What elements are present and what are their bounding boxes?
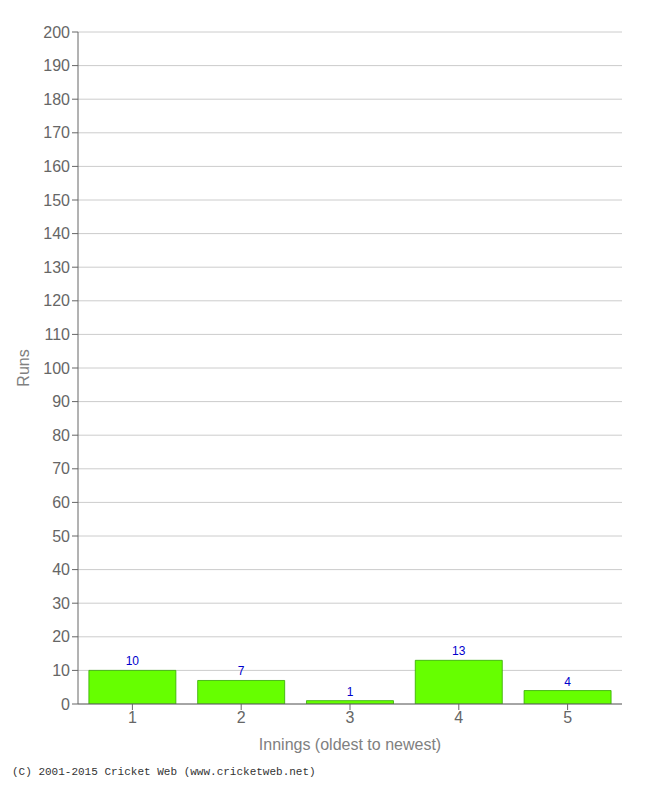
svg-text:40: 40	[52, 561, 70, 578]
svg-text:4: 4	[454, 709, 463, 726]
svg-text:90: 90	[52, 393, 70, 410]
svg-text:160: 160	[43, 158, 70, 175]
svg-text:80: 80	[52, 427, 70, 444]
svg-text:70: 70	[52, 460, 70, 477]
svg-text:150: 150	[43, 192, 70, 209]
svg-text:170: 170	[43, 124, 70, 141]
svg-text:0: 0	[61, 696, 70, 713]
svg-text:60: 60	[52, 494, 70, 511]
svg-text:Innings (oldest to newest): Innings (oldest to newest)	[259, 736, 441, 753]
svg-text:50: 50	[52, 528, 70, 545]
svg-text:100: 100	[43, 360, 70, 377]
svg-text:30: 30	[52, 595, 70, 612]
svg-text:140: 140	[43, 225, 70, 242]
svg-text:4: 4	[564, 675, 571, 689]
svg-text:1: 1	[128, 709, 137, 726]
svg-text:110: 110	[44, 326, 70, 343]
svg-text:200: 200	[43, 24, 70, 41]
svg-text:130: 130	[43, 259, 70, 276]
svg-text:Runs: Runs	[15, 349, 32, 386]
svg-text:20: 20	[52, 628, 70, 645]
svg-text:2: 2	[237, 709, 246, 726]
svg-text:1: 1	[347, 685, 354, 699]
svg-text:7: 7	[238, 664, 245, 678]
svg-text:13: 13	[452, 644, 466, 658]
svg-text:180: 180	[43, 91, 70, 108]
svg-text:120: 120	[43, 292, 70, 309]
svg-text:3: 3	[346, 709, 355, 726]
html-text:(C) 2001-2015 Cricket Web (www: (C) 2001-2015 Cricket Web (www.cricketwe…	[12, 766, 316, 778]
svg-text:10: 10	[126, 654, 140, 668]
svg-text:10: 10	[52, 662, 70, 679]
svg-text:5: 5	[563, 709, 572, 726]
svg-text:190: 190	[43, 57, 70, 74]
